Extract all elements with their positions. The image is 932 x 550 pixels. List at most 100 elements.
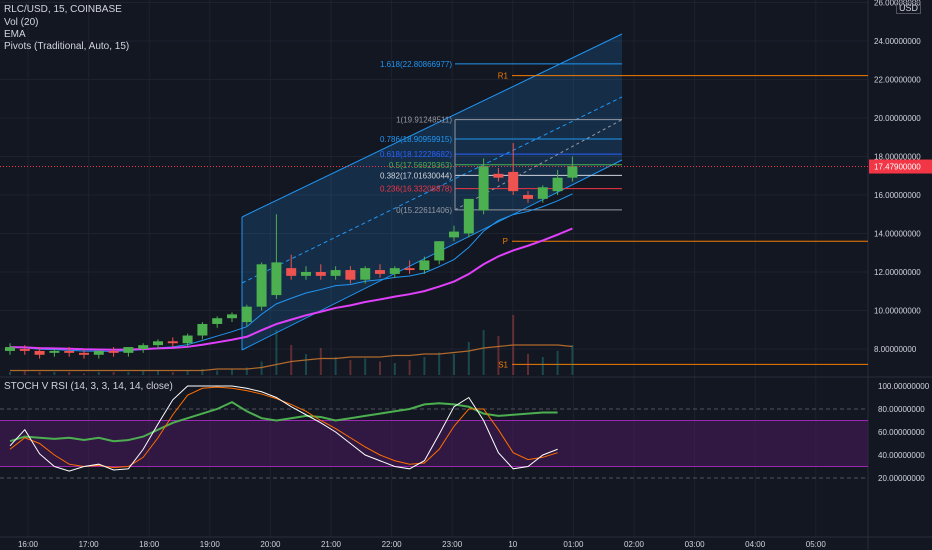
candle-body — [360, 268, 371, 280]
volume-bar — [453, 354, 455, 375]
legend-pivots: Pivots (Traditional, Auto, 15) — [4, 41, 130, 52]
time-axis-label: 18:00 — [139, 540, 160, 549]
volume-bar — [408, 360, 411, 375]
time-axis-label: 23:00 — [442, 540, 463, 549]
candle-body — [419, 260, 430, 271]
price-axis-label: 18.00000000 — [874, 153, 921, 162]
candle-body — [404, 268, 415, 271]
volume-bar — [38, 372, 41, 375]
fib-level-label: 1(19.91248511) — [396, 116, 452, 125]
candle-body — [5, 347, 15, 351]
candle-body — [49, 350, 60, 353]
channel-lower — [241, 159, 623, 351]
time-axis-label: 17:00 — [79, 540, 100, 549]
time-axis-label: 20:00 — [260, 540, 281, 549]
volume-bar — [97, 372, 100, 375]
candle-body — [449, 231, 459, 238]
channel-mid — [241, 96, 623, 284]
volume-bar — [423, 357, 426, 375]
stoch-axis-label: 80.00000000 — [878, 405, 925, 414]
price-axis-label: 26.00000000 — [874, 0, 921, 8]
stoch-k-line — [9, 385, 558, 472]
volume-bars — [9, 315, 574, 375]
stoch-axis-label: 20.00000000 — [878, 474, 925, 483]
fib-level-label: 0.5(17.56929363) — [389, 161, 453, 170]
time-axis-label: 02:00 — [624, 540, 645, 549]
volume-bar — [438, 352, 441, 375]
candle-body — [34, 350, 45, 355]
rsi-line — [9, 400, 558, 443]
candle-body — [523, 195, 533, 199]
volume-bar — [393, 363, 396, 375]
volume-bar — [379, 361, 381, 375]
price-axis-label: 16.00000000 — [874, 191, 921, 200]
time-axis-label: 22:00 — [382, 540, 403, 549]
volume-bar — [231, 369, 233, 375]
price-axis-label: 22.00000000 — [874, 76, 921, 85]
candle-body — [79, 352, 89, 355]
volume-bar — [9, 372, 11, 375]
volume-bar — [497, 336, 500, 375]
volume-bar — [142, 370, 145, 375]
price-axis[interactable]: 26.00000000 24.00000000 22.00000000 20.0000… — [0, 0, 932, 483]
volume-bar — [112, 372, 115, 375]
legend-symbol: RLC/USD, 15, COINBASE — [4, 4, 122, 15]
volume-bar — [527, 354, 529, 375]
pivot-label: R1 — [498, 72, 509, 81]
candle-body — [286, 268, 297, 276]
fib-level-label: 0.786(18.90959915) — [380, 135, 452, 144]
fib-level-label: 0(15.22611406) — [396, 206, 452, 215]
time-axis-label: 19:00 — [200, 540, 221, 549]
candle-body — [389, 268, 400, 274]
volume-bar — [68, 372, 71, 375]
time-axis-label: 10 — [508, 540, 517, 549]
time-axis-label: 01:00 — [563, 540, 584, 549]
stoch-axis-label: 60.00000000 — [878, 428, 925, 437]
candle-body — [138, 345, 149, 349]
legend-stoch: STOCH V RSI (14, 3, 3, 14, 14, close) — [4, 381, 173, 392]
candle-body — [227, 314, 237, 319]
fib-level-label: 0.382(17.01630044) — [380, 171, 452, 180]
currency-badge[interactable]: USD — [895, 2, 921, 14]
volume-bar — [290, 345, 293, 375]
volume-bar — [334, 357, 337, 375]
volume-bar — [349, 360, 352, 375]
volume-bar — [157, 370, 159, 375]
stoch-rsi-pane[interactable] — [0, 385, 868, 479]
candle-body — [375, 270, 385, 274]
legend-ema: EMA — [4, 29, 26, 40]
price-axis-label: 14.00000000 — [874, 230, 921, 239]
time-axis[interactable]: 16:00 17:00 18:00 19:00 20:00 21:00 22:00 23:00… — [0, 536, 932, 549]
candle-body — [330, 270, 341, 276]
pivot-label: S1 — [498, 360, 508, 369]
price-axis-label: 24.00000000 — [874, 37, 921, 46]
candlesticks[interactable] — [5, 143, 578, 359]
time-axis-label: 05:00 — [806, 540, 827, 549]
legend-volume: Vol (20) — [4, 17, 39, 28]
volume-bar — [571, 345, 574, 375]
candle-body — [463, 198, 474, 234]
stoch-axis-label: 100.00000000 — [878, 382, 930, 391]
volume-bar — [216, 370, 219, 375]
candle-body — [197, 323, 208, 336]
volume-bar — [127, 372, 130, 375]
candle-body — [567, 166, 578, 178]
volume-bar — [245, 367, 248, 375]
volume-bar — [482, 330, 485, 375]
candle-body — [241, 306, 252, 323]
volume-bar — [467, 342, 470, 375]
fib-level-label: 0.618(18.12228682) — [380, 150, 452, 159]
current-price-label: 17.47900000 — [874, 163, 921, 172]
candle-body — [315, 272, 326, 276]
candle-body — [19, 349, 30, 351]
time-axis-label: 04:00 — [745, 540, 766, 549]
candle-body — [167, 341, 178, 344]
candle-body — [123, 347, 134, 353]
candle-body — [508, 171, 519, 192]
price-axis-label: 20.00000000 — [874, 114, 921, 123]
volume-bar — [53, 372, 56, 375]
candle-body — [93, 350, 104, 355]
candle-body — [271, 262, 282, 296]
candle-body — [212, 318, 223, 324]
